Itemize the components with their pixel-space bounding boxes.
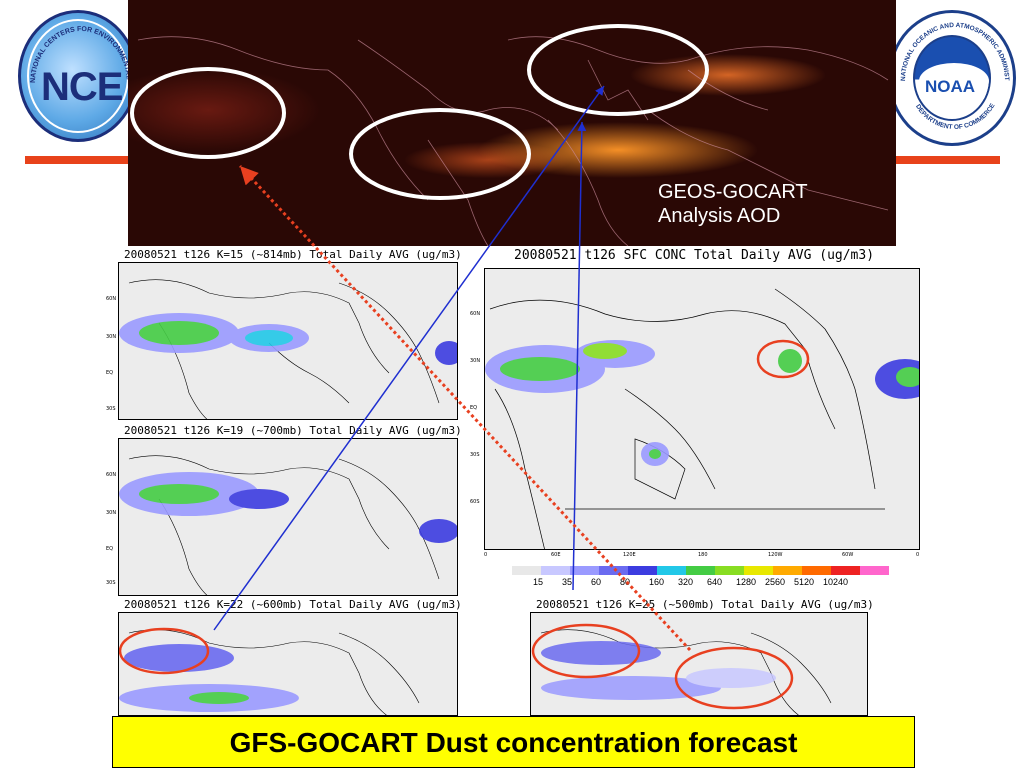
- panel-sfc-title: 20080521 t126 SFC CONC Total Daily AVG (…: [514, 248, 875, 263]
- panel-sfc-lon-120e: 120E: [623, 552, 636, 558]
- panel-k15-title: 20080521 t126 K=15 (~814mb) Total Daily …: [124, 248, 462, 261]
- panel-k19-title: 20080521 t126 K=19 (~700mb) Total Daily …: [124, 424, 462, 437]
- panel-k25-title: 20080521 t126 K=25 (~500mb) Total Daily …: [536, 598, 874, 611]
- panel-sfc-lon-60w: 60W: [842, 552, 854, 558]
- panel-k15-lat-30s: 30S: [106, 406, 116, 412]
- colorbar-label: 160: [649, 577, 665, 587]
- colorbar-swatch: [657, 566, 686, 575]
- colorbar-label: 320: [678, 577, 694, 587]
- panel-sfc-lat-eq: EQ: [470, 405, 478, 411]
- colorbar-swatch: [599, 566, 628, 575]
- panel-k15-plot: [119, 279, 457, 419]
- colorbar-label: 60: [591, 577, 602, 587]
- colorbar-label: 2560: [765, 577, 786, 587]
- colorbar-label: 80: [620, 577, 631, 587]
- panel-k19-lat-30s: 30S: [106, 580, 116, 586]
- panel-k22-map: [118, 612, 458, 716]
- panel-k19-map: [118, 438, 458, 596]
- panel-k15-lat-60n: 60N: [106, 296, 117, 302]
- panel-k19-lat-eq: EQ: [106, 546, 114, 552]
- panel-sfc-lon-0-right: 0: [916, 552, 920, 558]
- ncep-logo: NATIONAL CENTERS FOR ENVIRONMENTAL NCE: [18, 10, 138, 142]
- colorbar-swatch: [628, 566, 657, 575]
- geos-label-line1: GEOS-GOCART: [658, 181, 808, 203]
- colorbar-swatch: [744, 566, 773, 575]
- panel-k15-lat-eq: EQ: [106, 370, 114, 376]
- panel-k19-plot: [119, 455, 457, 595]
- panel-k15-lat-30n: 30N: [106, 334, 117, 340]
- panel-sfc-lat-60n: 60N: [470, 311, 481, 317]
- colorbar-swatch: [541, 566, 570, 575]
- panel-k25-plot: [531, 623, 832, 715]
- noaa-logo: NATIONAL OCEANIC AND ATMOSPHERIC ADMINIS…: [888, 10, 1016, 146]
- panel-sfc-lat-30n: 30N: [470, 358, 481, 364]
- colorbar-label: 5120: [794, 577, 815, 587]
- colorbar-label: 640: [707, 577, 723, 587]
- panel-k19-lat-60n: 60N: [106, 472, 117, 478]
- panel-k25-map: [530, 612, 868, 716]
- panel-sfc-lon-180: 180: [698, 552, 708, 558]
- colorbar-label: 15: [533, 577, 544, 587]
- noaa-emblem: NOAA: [913, 35, 991, 121]
- panel-k15-map: [118, 262, 458, 420]
- colorbar-swatch: [686, 566, 715, 575]
- panel-k19-lat-30n: 30N: [106, 510, 117, 516]
- noaa-bird-icon: [919, 63, 989, 99]
- colorbar-swatch: [860, 566, 889, 575]
- geos-label-line2: Analysis AOD: [658, 205, 781, 227]
- panel-sfc-lon-60e: 60E: [551, 552, 561, 558]
- panel-sfc-lat-30s: 30S: [470, 452, 480, 458]
- colorbar-swatch: [773, 566, 802, 575]
- panel-sfc-lon-120w: 120W: [768, 552, 783, 558]
- panel-sfc-lat-60s: 60S: [470, 499, 480, 505]
- panel-sfc-map: [484, 268, 920, 550]
- ncep-ring-text: NATIONAL CENTERS FOR ENVIRONMENTAL: [30, 26, 132, 83]
- colorbar-label: 10240: [823, 577, 849, 587]
- colorbar-swatch: [570, 566, 599, 575]
- forecast-banner: GFS-GOCART Dust concentration forecast: [112, 716, 915, 768]
- geos-label: GEOS-GOCART Analysis AOD: [658, 180, 808, 228]
- colorbar-swatch: [831, 566, 860, 575]
- panel-k22-title: 20080521 t126 K=22 (~600mb) Total Daily …: [124, 598, 462, 611]
- panel-sfc-plot: [485, 288, 919, 549]
- noaa-logo-text: NOAA: [925, 77, 976, 96]
- panel-k22-plot: [119, 627, 420, 715]
- ncep-logo-text: NCE: [41, 65, 123, 109]
- colorbar-swatch: [715, 566, 744, 575]
- panel-sfc-lon-0-left: 0: [484, 552, 488, 558]
- colorbar-swatch: [802, 566, 831, 575]
- colorbar-label: 35: [562, 577, 573, 587]
- colorbar-label: 1280: [736, 577, 757, 587]
- colorbar-swatch: [512, 566, 541, 575]
